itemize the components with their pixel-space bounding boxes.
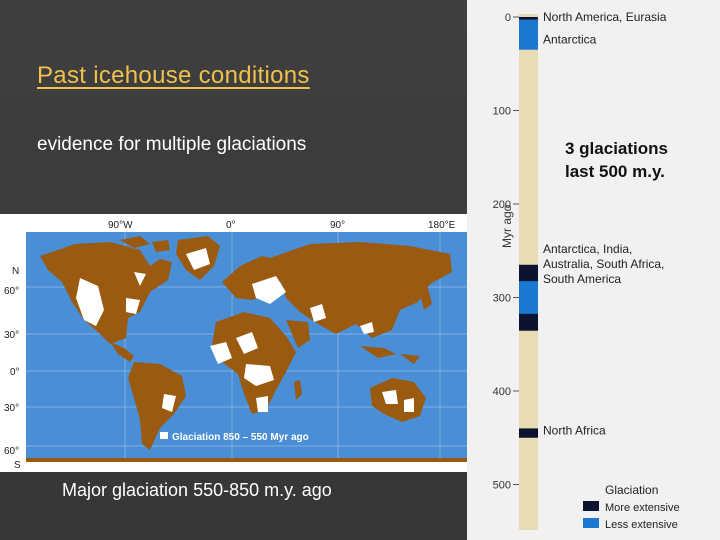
slide-title: Past icehouse conditions: [37, 62, 310, 89]
timeline-panel: [467, 0, 720, 540]
note-line-2: last 500 m.y.: [565, 162, 665, 181]
map-label-top: 90°: [330, 220, 345, 231]
glaciation-band: [519, 297, 538, 315]
glaciation-event-label: North America, Eurasia: [543, 10, 667, 24]
glaciation-band: [519, 313, 538, 331]
legend-swatch-more: [583, 501, 599, 511]
north-america: [40, 242, 172, 344]
africa: [212, 312, 296, 414]
glaciation-event-label: South America: [543, 272, 621, 286]
timeline-tick-label: 400: [493, 386, 511, 398]
glaciation-timeline: 0 100 200 300 400 500 Myr ago North America, …: [493, 10, 680, 531]
south-america: [128, 362, 186, 450]
glaciation-band: [519, 264, 538, 282]
map-label-left: 30°: [4, 330, 19, 341]
timeline-legend-less: Less extensive: [605, 519, 678, 531]
timeline-tick-label: 200: [493, 199, 511, 211]
glaciation-band: [519, 17, 538, 20]
timeline-tick-label: 300: [493, 293, 511, 305]
map-label-left: S: [14, 460, 21, 471]
slide-subtitle: evidence for multiple glaciations: [37, 134, 307, 155]
map-caption: Major glaciation 550-850 m.y. ago: [62, 480, 332, 500]
note-line-1: 3 glaciations: [565, 139, 668, 158]
continents: [26, 236, 467, 462]
glaciation-event-label: Australia, South Africa,: [543, 257, 664, 271]
map-label-top: 0°: [226, 220, 236, 231]
map-label-top: 90°W: [108, 220, 133, 231]
timeline-tick-label: 100: [493, 106, 511, 118]
glaciation-event-label: Antarctica, India,: [543, 242, 632, 256]
timeline-legend-title: Glaciation: [605, 483, 658, 497]
map-label-left: N: [12, 266, 19, 277]
timeline-axis-label: Myr ago: [500, 204, 514, 248]
glaciation-event-label: North Africa: [543, 423, 606, 437]
map-legend-text: Glaciation 850 – 550 Myr ago: [172, 432, 309, 443]
glaciation-band: [519, 19, 538, 50]
timeline-legend-more: More extensive: [605, 502, 680, 514]
glaciation-note: 3 glaciations last 500 m.y.: [565, 137, 668, 183]
map-label-top: 180°E: [428, 220, 456, 231]
map-label-left: 60°: [4, 286, 19, 297]
map-label-left: 0°: [10, 367, 20, 378]
glaciation-band: [519, 428, 538, 438]
glaciation-band: [519, 281, 538, 298]
glaciation-ice: [76, 248, 414, 412]
timeline-tick-label: 500: [493, 480, 511, 492]
map-label-left: 60°: [4, 446, 19, 457]
map-label-left: 30°: [4, 403, 19, 414]
legend-swatch-less: [583, 518, 599, 528]
glaciation-event-label: Antarctica: [543, 32, 597, 46]
timeline-tick-label: 0: [505, 12, 511, 24]
world-map: Glaciation 850 – 550 Myr ago 90°W 0° 90°…: [0, 214, 467, 472]
map-legend-swatch: [160, 432, 168, 439]
